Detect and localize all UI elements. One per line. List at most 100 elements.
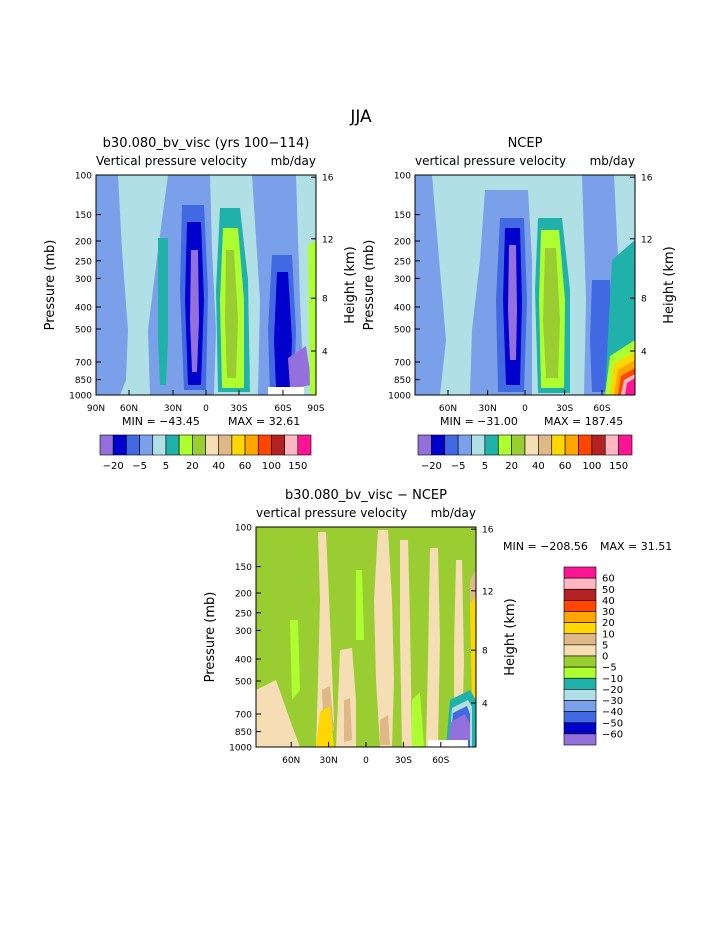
diff-positive-filament-4 [426,548,440,747]
y2-tick-label: 16 [482,526,494,536]
colorbar-swatch [218,434,233,456]
y-tick-label: 200 [75,238,92,248]
colorbar-label: 10 [602,629,615,640]
colorbar-label: 50 [602,585,615,596]
colorbar-label: 20 [186,461,199,472]
colorbar-label: 20 [505,461,518,472]
ncep-ylabel: Pressure (mb) [362,240,377,331]
colorbar-swatch [471,434,486,456]
model-subtitle-left: Vertical pressure velocity [96,154,247,168]
colorbar-swatch [99,434,114,456]
colorbar-swatch [484,434,499,456]
x-tick-label: 30N [479,404,497,414]
colorbar-swatch [538,434,553,456]
diff-yellow-patch-2 [470,595,476,700]
colorbar-swatch [563,600,597,612]
model-topography-mask [268,387,304,395]
colorbar-swatch [591,434,606,456]
y2-tick-label: 4 [641,348,647,358]
ncep-max-label: MAX = 187.45 [544,415,623,428]
ncep-storm-track-moderate [590,280,612,392]
colorbar-label: 5 [602,640,608,651]
x-tick-label: 90N [87,404,105,414]
model-descent-teal-band [158,238,168,385]
colorbar-label: 100 [262,461,281,472]
y2-tick-label: 12 [641,235,652,245]
y-tick-label: 300 [235,627,252,637]
diff-positive-lower-left [256,680,300,747]
y-tick-label: 700 [75,359,92,369]
model-polar-descent [308,240,316,395]
y-tick-label: 850 [235,728,252,738]
colorbar-swatch [457,434,472,456]
colorbar-swatch [165,434,180,456]
diff-subtitle-left: vertical pressure velocity [256,506,407,520]
diff-light-green-1 [290,620,300,700]
diff-topography-mask [428,740,468,747]
colorbar-swatch [297,434,312,456]
ncep-title: NCEP [508,136,543,151]
colorbar-label: 0 [602,652,608,663]
colorbar-label: 150 [288,461,307,472]
colorbar-label: −40 [602,707,623,718]
colorbar-swatch [444,434,459,456]
colorbar-swatch [563,577,597,590]
model-subtitle-right: mb/day [271,154,316,168]
colorbar-swatch [563,711,597,724]
colorbar-swatch [563,666,597,679]
y-tick-label: 1000 [388,392,411,402]
y-tick-label: 250 [394,257,411,267]
x-tick-label: 90S [307,404,324,414]
diff-positive-filament-2 [374,530,394,747]
model-contour-field [96,175,316,395]
colorbar-label: 60 [602,574,615,585]
x-tick-label: 30N [320,756,338,766]
y-tick-label: 250 [75,257,92,267]
ncep-y2-ticks: 16 12 8 4 [630,174,653,358]
x-tick-label: 60N [439,404,457,414]
y-tick-label: 150 [75,211,92,221]
model-ylabel: Pressure (mb) [43,240,58,331]
colorbar-swatch [152,434,167,456]
diff-title: b30.080_bv_visc − NCEP [285,488,447,503]
y2-tick-label: 8 [482,647,488,657]
ncep-subtitle-left: vertical pressure velocity [415,154,566,168]
ncep-descent-core [543,248,560,378]
colorbar-swatch [563,611,597,623]
colorbar-label: 30 [602,607,615,618]
model-antarctic-feature [288,346,312,388]
colorbar-swatch [524,434,539,456]
y-tick-label: 100 [235,524,252,534]
model-title: b30.080_bv_visc (yrs 100−114) [103,136,310,151]
y2-tick-label: 12 [482,587,493,597]
colorbar-label: −10 [602,674,623,685]
colorbar-label: −50 [602,718,623,729]
y2-tick-label: 16 [641,174,653,184]
colorbar-swatch [563,677,597,690]
y-tick-label: 1000 [69,392,92,402]
colorbar-swatch [244,434,259,456]
diff-antarctic-purple [448,714,470,747]
diff-tan-patch-2 [344,698,352,742]
colorbar-label: 5 [482,461,488,472]
colorbar-swatch [192,434,206,456]
y-tick-label: 850 [75,376,92,386]
colorbar-swatch [139,434,154,456]
y-tick-label: 500 [75,326,92,336]
colorbar-label: −20 [103,461,124,472]
diff-positive-filament-3 [400,540,412,747]
ncep-weak-descent-band-left [415,175,446,395]
colorbar-swatch [551,434,566,456]
colorbar-swatch [284,434,299,456]
colorbar-swatch [563,644,597,657]
colorbar-swatch [431,434,446,456]
colorbar-label: −30 [602,696,623,707]
colorbar-label: 40 [212,461,225,472]
x-tick-label: 60N [282,756,300,766]
y2-tick-label: 4 [322,348,328,358]
ncep-y2label: Height (km) [662,246,677,323]
colorbar-swatch [178,434,193,456]
y-tick-label: 300 [394,275,411,285]
colorbar-swatch [257,434,272,456]
colorbar-swatch [511,434,526,456]
